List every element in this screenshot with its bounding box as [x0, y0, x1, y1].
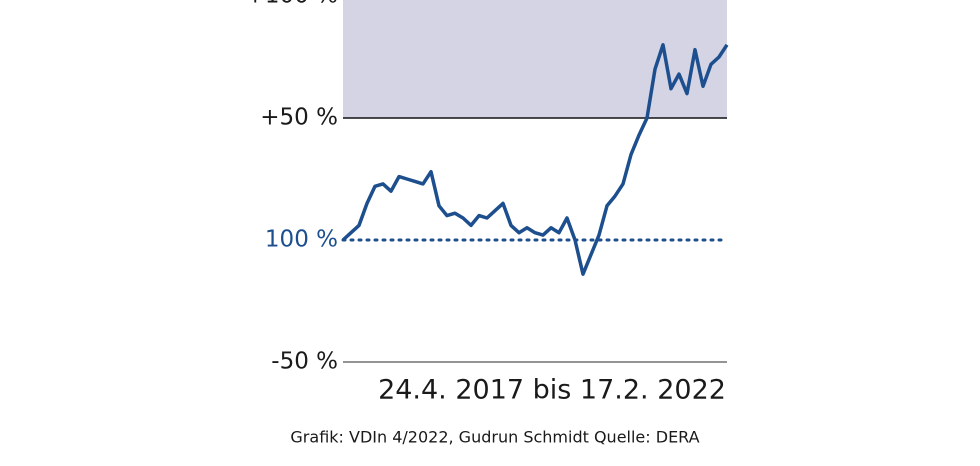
data-line: [341, 43, 729, 276]
y-tick-label: 100 %: [265, 227, 338, 253]
y-tick-label: +50 %: [260, 105, 338, 131]
x-axis-label: 24.4. 2017 bis 17.2. 2022: [378, 375, 726, 406]
y-tick-label: -50 %: [271, 349, 338, 375]
source-note: Grafik: VDIn 4/2022, Gudrun Schmidt Quel…: [290, 428, 699, 447]
y-tick-label: +100 %: [246, 0, 338, 9]
shaded-region: [343, 0, 727, 118]
